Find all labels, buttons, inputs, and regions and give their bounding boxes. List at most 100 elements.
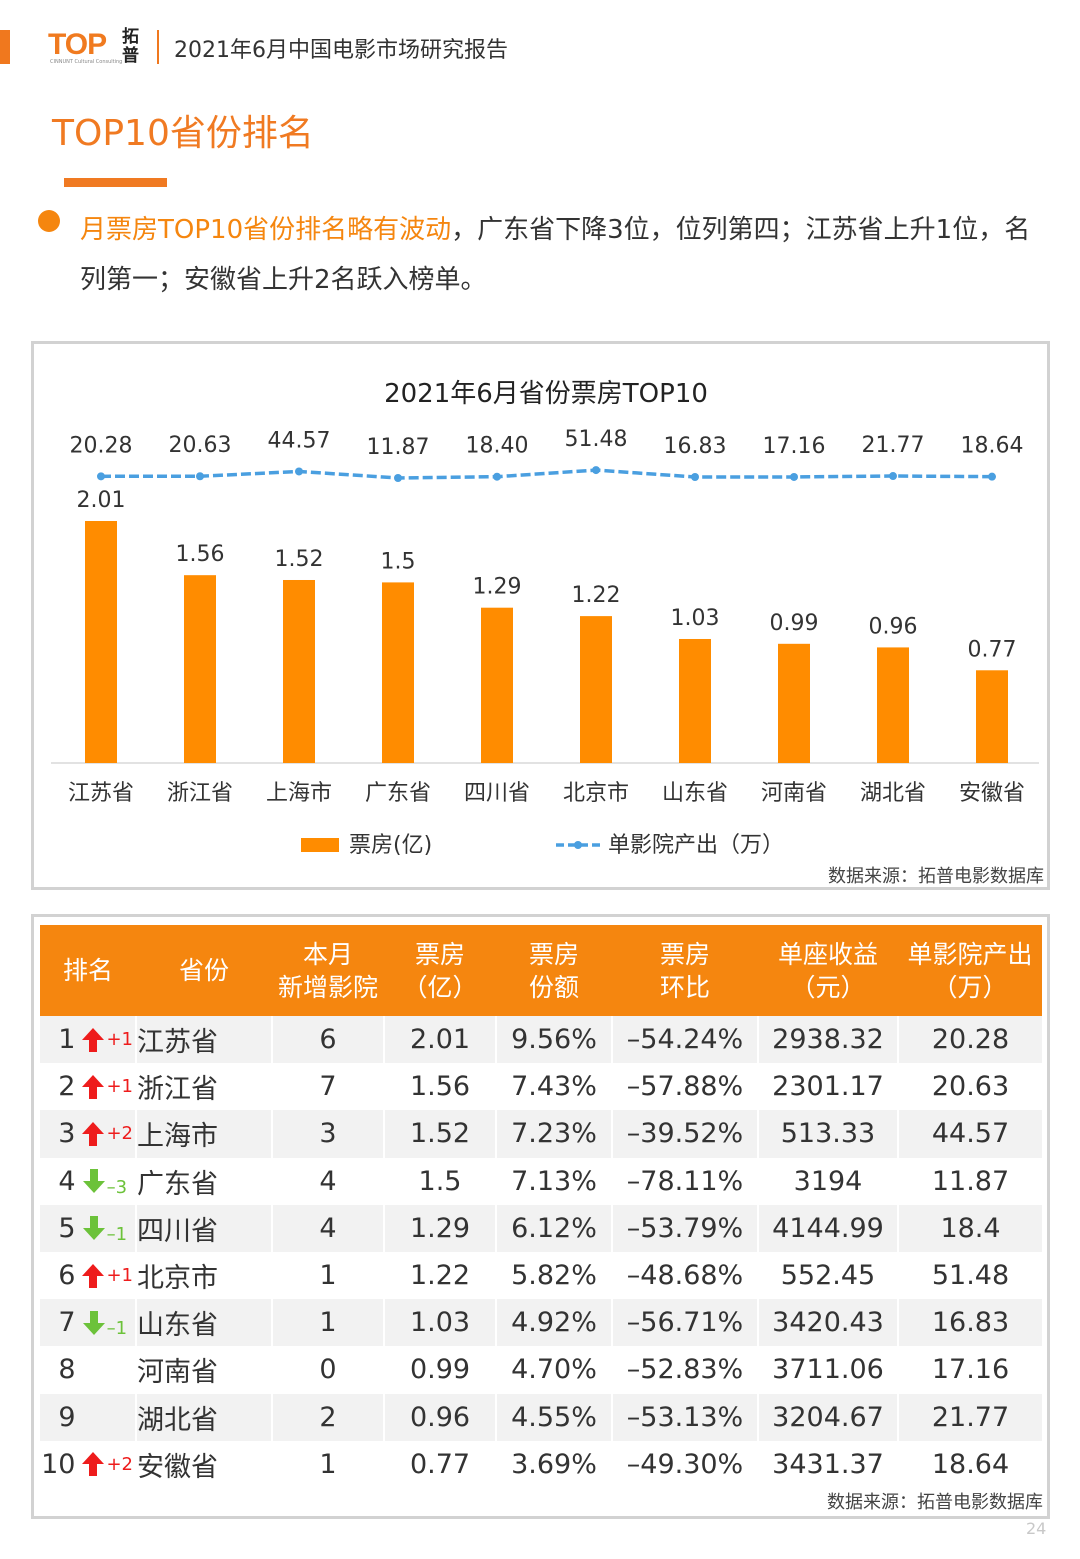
rank-change-value: +1 [106, 1265, 133, 1287]
bar-湖北省 [877, 647, 909, 763]
line-point [295, 467, 303, 476]
rank-number: 6 [58, 1260, 76, 1292]
x-tick-label: 广东省 [365, 781, 431, 806]
legend-bar-swatch [301, 838, 339, 852]
rank-change: –3 [82, 1166, 133, 1198]
box-office-chart: 2021年6月省份票房TOP10 2.01 1.56 1.52 1.5 1.29 1.22 1… [51, 379, 1039, 858]
table-row: 2 +1 浙江省 7 1.56 7.43% –57.88% 2301.17 20.63 [40, 1063, 1042, 1111]
x-tick-label: 江苏省 [68, 781, 134, 806]
bar-浙江省 [184, 575, 216, 763]
cell-share: 4.55% [495, 1393, 612, 1441]
bar-安徽省 [976, 670, 1008, 763]
table-header-row: 排名 省份 本月 新增影院 票房 （亿） 票房 份额 票房 环比 单座收益 （元） 单影院产出 （万） [40, 925, 1042, 1016]
rank-cell: 7 –1 [40, 1299, 136, 1347]
line-series-cinema-output [100, 468, 993, 480]
ranking-table: 排名 省份 本月 新增影院 票房 （亿） 票房 份额 票房 环比 单座收益 （元） 单影院产出 （万） 1… [40, 925, 1042, 1488]
logo-chinese: 拓普 [122, 27, 139, 66]
cell-mom: –39.52% [611, 1110, 758, 1158]
cell-share: 4.92% [495, 1299, 612, 1347]
rank-cell: 8 [40, 1346, 136, 1394]
line-label: 18.64 [961, 434, 1024, 459]
line-point [691, 473, 699, 482]
cell-share: 9.56% [495, 1016, 612, 1064]
column-header: 省份 [136, 925, 272, 1016]
column-header: 票房 份额 [496, 925, 612, 1016]
rank-change: –1 [82, 1213, 133, 1245]
chart-source: 数据来源：拓普电影数据库 [828, 866, 1044, 887]
section-title: TOP10省份排名 [52, 113, 314, 154]
side-accent-tab [0, 30, 10, 64]
rank-number: 5 [58, 1212, 76, 1244]
rank-cell: 4 –3 [40, 1157, 136, 1205]
summary-text: 月票房TOP10省份排名略有波动，广东省下降3位，位列第四；江苏省上升1位，名列… [80, 205, 1040, 305]
cell-per-cinema: 18.64 [897, 1440, 1042, 1488]
rank-change: +1 [81, 1261, 133, 1291]
bar-label: 1.03 [671, 606, 720, 631]
cell-province: 安徽省 [135, 1440, 272, 1488]
cell-share: 4.70% [495, 1346, 612, 1394]
cell-per-seat: 3711.06 [757, 1346, 898, 1394]
cell-mom: –53.79% [611, 1204, 758, 1252]
cell-new-cinemas: 1 [271, 1251, 384, 1300]
table-row: 8 河南省 0 0.99 4.70% –52.83% 3711.06 17.16 [40, 1346, 1042, 1394]
logo-subtitle: CINNUNT Cultural Consulting [50, 59, 123, 65]
header-divider [157, 30, 159, 64]
column-header-text: 排名 [62, 956, 113, 985]
cell-province: 河南省 [135, 1346, 272, 1394]
rank-number: 7 [58, 1307, 76, 1339]
rank-change-empty [82, 1402, 133, 1432]
rank-number: 10 [41, 1448, 76, 1480]
cell-per-seat: 3204.67 [757, 1393, 898, 1441]
cell-per-cinema: 20.28 [897, 1016, 1042, 1064]
page-number: 24 [1026, 1519, 1047, 1538]
bar-label: 2.01 [77, 488, 126, 513]
bar-label: 0.96 [869, 614, 918, 639]
bar-label: 1.52 [275, 547, 324, 572]
arrow-up-icon [82, 1121, 105, 1146]
x-tick-label: 上海市 [266, 781, 332, 806]
bar-河南省 [778, 643, 810, 763]
rank-number: 1 [58, 1024, 76, 1056]
cell-share: 7.23% [495, 1110, 612, 1158]
column-header: 票房 环比 [612, 925, 758, 1016]
line-label: 44.57 [268, 428, 331, 453]
column-header-text: 新增影院 [277, 972, 378, 1002]
cell-box-office: 0.99 [383, 1346, 496, 1394]
logo-wordmark: TOP [48, 28, 107, 61]
line-label: 17.16 [763, 434, 826, 459]
bar-上海市 [283, 579, 315, 763]
cell-province: 北京市 [135, 1251, 272, 1300]
column-header-text: 票房 [414, 939, 465, 969]
legend-line-marker [574, 841, 582, 849]
rank-change: –1 [82, 1308, 133, 1339]
rank-change: +2 [81, 1119, 133, 1149]
rank-change-value: +2 [106, 1123, 133, 1145]
cell-new-cinemas: 3 [271, 1110, 384, 1158]
bar-江苏省 [85, 521, 117, 763]
line-label: 51.48 [565, 427, 628, 452]
legend-bar-label: 票房(亿) [349, 833, 432, 858]
cell-province: 广东省 [135, 1157, 272, 1205]
bar-四川省 [481, 607, 513, 763]
cell-per-cinema: 44.57 [897, 1110, 1042, 1158]
cell-share: 7.13% [495, 1157, 612, 1205]
column-header: 排名 [40, 925, 136, 1016]
cell-new-cinemas: 0 [271, 1346, 384, 1394]
line-label: 20.28 [70, 433, 133, 458]
rank-number: 3 [58, 1118, 76, 1150]
column-header-text: 单影院产出 [907, 939, 1033, 969]
rank-change: +1 [81, 1072, 133, 1102]
table-row: 4 –3 广东省 4 1.5 7.13% –78.11% 3194 11.87 [40, 1157, 1042, 1205]
bar-label: 1.29 [473, 575, 522, 600]
cell-new-cinemas: 4 [271, 1204, 384, 1252]
arrow-up-icon [82, 1027, 105, 1052]
cell-per-cinema: 16.83 [897, 1299, 1042, 1347]
cell-mom: –78.11% [611, 1157, 758, 1205]
cell-per-seat: 3431.37 [757, 1440, 898, 1488]
title-underline [64, 178, 167, 187]
table-row: 5 –1 四川省 4 1.29 6.12% –53.79% 4144.99 18.4 [40, 1204, 1042, 1252]
cell-province: 上海市 [135, 1110, 272, 1158]
column-header: 单座收益 （元） [758, 925, 898, 1016]
line-label: 18.40 [466, 434, 529, 459]
table-panel: 排名 省份 本月 新增影院 票房 （亿） 票房 份额 票房 环比 单座收益 （元） 单影院产出 （万） 1… [31, 914, 1050, 1519]
